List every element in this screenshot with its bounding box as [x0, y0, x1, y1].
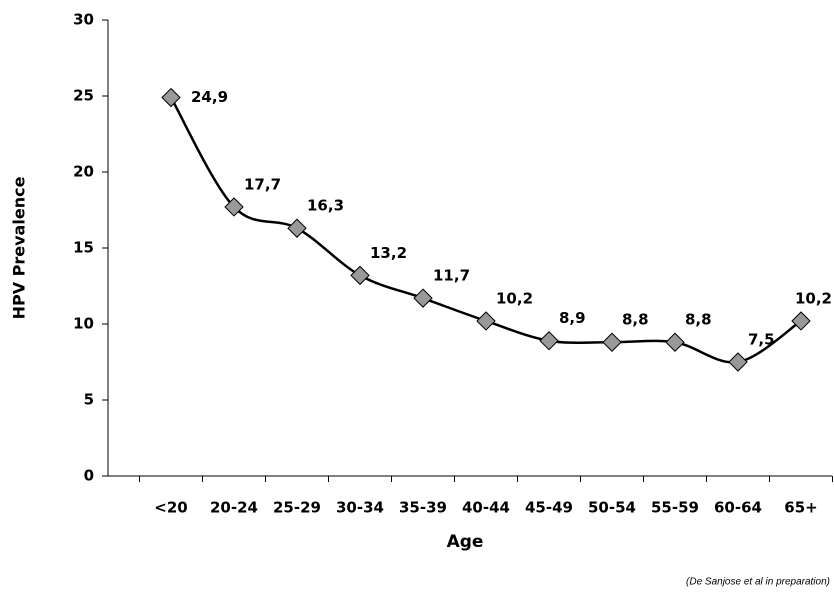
- series-line: [169, 96, 802, 364]
- marker: [665, 332, 685, 352]
- y-tick-label: 0: [84, 467, 94, 485]
- marker: [791, 311, 811, 331]
- x-tick-label: 45-49: [525, 499, 573, 517]
- data-label: 10,2: [795, 289, 832, 307]
- marker: [350, 265, 370, 286]
- y-tick-label: 25: [73, 87, 94, 105]
- data-label: 11,7: [433, 267, 470, 285]
- data-label: 17,7: [244, 175, 281, 193]
- x-tick-label: 30-34: [336, 499, 384, 517]
- x-tick-label: 65+: [784, 499, 817, 517]
- data-label: 7,5: [748, 331, 775, 349]
- source-note: (De Sanjose et al in preparation): [686, 577, 830, 588]
- marker: [476, 311, 496, 331]
- x-tick-label: 25-29: [273, 499, 321, 517]
- marker: [413, 288, 433, 308]
- y-tick-label: 5: [84, 391, 94, 409]
- marker: [602, 332, 622, 352]
- marker: [224, 197, 244, 217]
- marker: [287, 218, 307, 238]
- marker: [728, 352, 748, 372]
- x-tick-label: 20-24: [210, 499, 258, 517]
- x-axis-title: Age: [447, 532, 484, 552]
- marker: [161, 87, 181, 108]
- marker: [539, 331, 559, 351]
- y-axis-title: HPV Prevalence: [10, 176, 29, 319]
- x-tick-label: 40-44: [462, 499, 510, 517]
- data-label: 24,9: [191, 88, 228, 106]
- y-tick-label: 30: [73, 11, 94, 29]
- data-label: 10,2: [496, 289, 533, 307]
- data-label: 8,9: [559, 309, 586, 327]
- data-label: 8,8: [622, 311, 649, 329]
- x-tick-label: 35-39: [399, 499, 447, 517]
- data-label: 8,8: [685, 311, 712, 329]
- x-tick-label: <20: [154, 499, 187, 517]
- y-tick-label: 10: [73, 315, 94, 333]
- data-label: 13,2: [370, 244, 407, 262]
- x-tick-label: 50-54: [588, 499, 636, 517]
- x-tick-label: 55-59: [651, 499, 699, 517]
- y-tick-label: 15: [73, 239, 94, 257]
- x-tick-label: 60-64: [714, 499, 762, 517]
- y-tick-label: 20: [73, 163, 94, 181]
- data-label: 16,3: [307, 197, 344, 215]
